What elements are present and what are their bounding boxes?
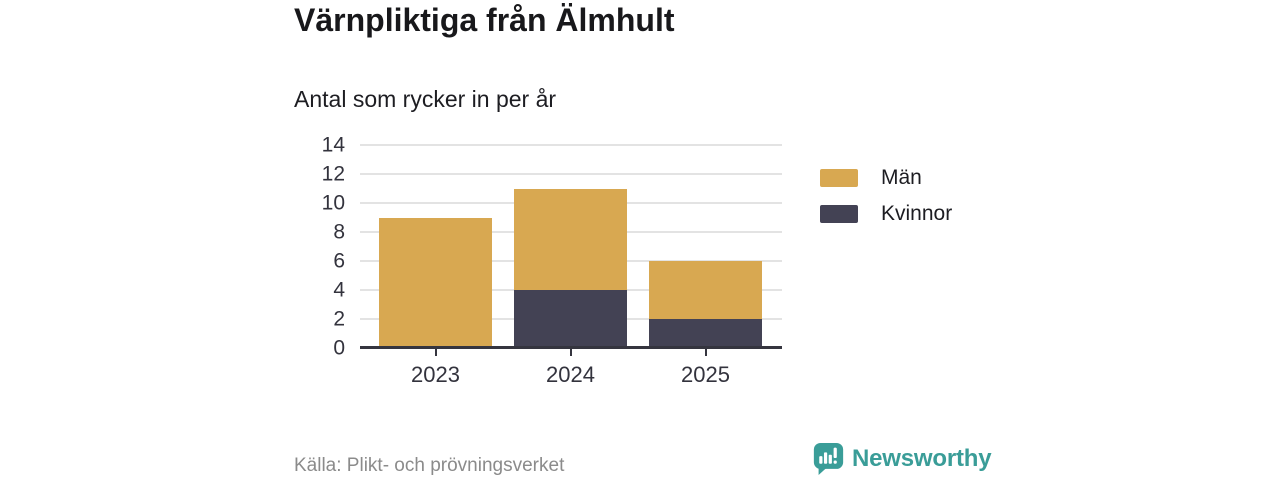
gridline-12 (360, 173, 782, 175)
bar-2024-män (514, 188, 627, 290)
y-tick-label-6: 6 (333, 249, 345, 273)
legend-label-kvinnor: Kvinnor (881, 202, 953, 225)
bar-2025-kvinnor (649, 319, 762, 348)
legend-item-män: Män (820, 166, 952, 190)
newsworthy-bubble-chart-icon (813, 442, 844, 476)
y-tick-label-10: 10 (321, 191, 345, 215)
y-tick-label-14: 14 (321, 133, 345, 157)
x-tick-label-2024: 2024 (546, 362, 595, 387)
newsworthy-wordmark: Newsworthy (852, 445, 992, 472)
x-tick-label-2023: 2023 (411, 362, 460, 387)
x-axis-tick-2023 (434, 349, 437, 356)
y-tick-label-2: 2 (333, 307, 345, 331)
y-tick-label-8: 8 (333, 220, 345, 244)
x-axis-tick-2025 (704, 349, 707, 356)
chart-title: Värnpliktiga från Älmhult (294, 2, 675, 38)
y-tick-label-0: 0 (333, 336, 345, 360)
chart-subtitle: Antal som rycker in per år (294, 86, 557, 112)
x-axis-tick-2024 (569, 349, 572, 356)
x-axis-line (360, 346, 782, 349)
source-note: Källa: Plikt- och prövningsverket (294, 455, 565, 476)
plot-area: 0 2 4 6 8 10 12 14 2023 2024 2025 (322, 135, 782, 387)
legend-swatch-kvinnor (820, 205, 858, 223)
bar-2024-kvinnor (514, 290, 627, 348)
legend-label-män: Män (881, 166, 922, 189)
legend-swatch-män (820, 169, 858, 187)
legend: Män Kvinnor (820, 166, 952, 226)
newsworthy-logo-link[interactable]: Newsworthy (813, 442, 992, 476)
x-tick-label-2025: 2025 (681, 362, 730, 387)
bar-2025-män (649, 261, 762, 319)
bar-2023-män (379, 217, 492, 348)
y-tick-label-4: 4 (333, 278, 345, 302)
legend-item-kvinnor: Kvinnor (820, 202, 952, 226)
gridline-14 (360, 144, 782, 146)
y-tick-label-12: 12 (321, 162, 345, 186)
